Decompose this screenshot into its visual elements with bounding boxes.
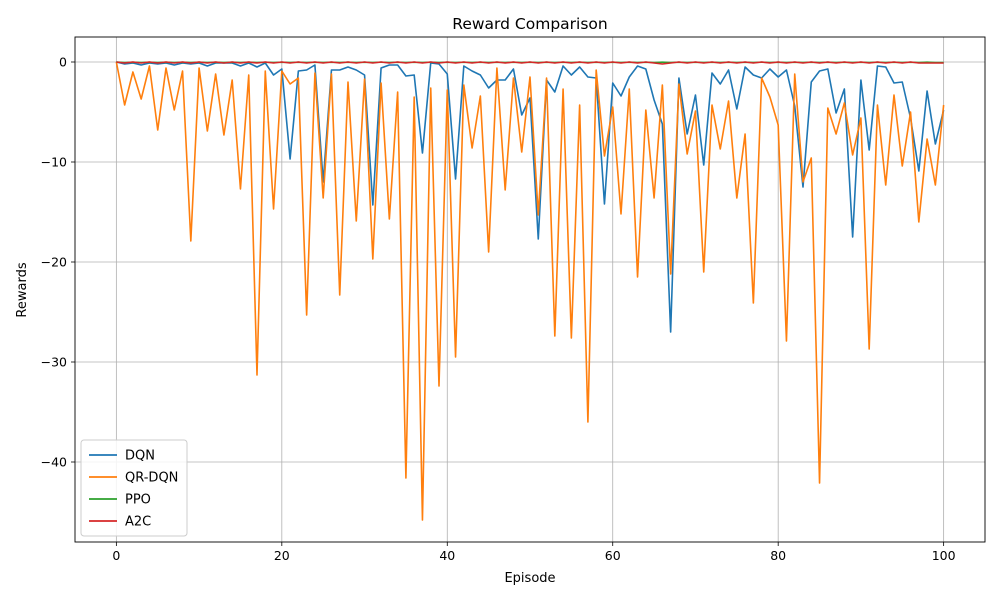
legend-label: PPO <box>125 493 151 508</box>
legend-label: QR-DQN <box>125 471 178 486</box>
chart-title: Reward Comparison <box>452 15 607 33</box>
y-tick-label: −30 <box>41 355 67 370</box>
series-line-a2c <box>116 61 944 65</box>
y-tick-label: −40 <box>41 455 67 470</box>
x-tick-label: 100 <box>932 548 956 563</box>
series-layer <box>115 61 945 521</box>
legend-label: DQN <box>125 449 155 464</box>
legend-label: A2C <box>125 515 151 530</box>
tick-layer: 0 20 40 60 80 100 0 −10 −20 −30 −40 <box>41 55 956 564</box>
y-tick-label: −10 <box>41 155 67 170</box>
x-tick-label: 20 <box>274 548 290 563</box>
y-tick-label: 0 <box>59 55 67 70</box>
series-line-dqn <box>116 61 945 333</box>
x-tick-label: 40 <box>439 548 455 563</box>
x-tick-label: 0 <box>112 548 120 563</box>
x-tick-label: 60 <box>605 548 621 563</box>
y-axis-label: Rewards <box>15 262 30 317</box>
legend-box <box>80 439 188 537</box>
legend: DQN QR-DQN PPO A2C <box>80 439 188 537</box>
y-tick-label: −20 <box>41 255 67 270</box>
plot-frame <box>74 36 986 543</box>
series-line-qr-dqn <box>115 61 945 521</box>
x-tick-label: 80 <box>770 548 786 563</box>
x-axis-label: Episode <box>504 571 555 586</box>
